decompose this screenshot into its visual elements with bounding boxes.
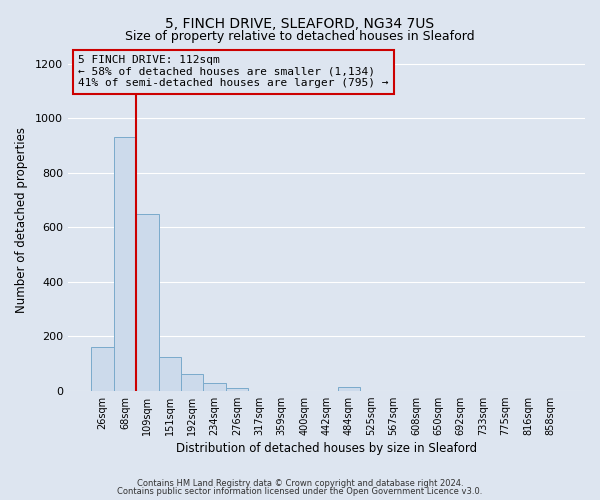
Y-axis label: Number of detached properties: Number of detached properties bbox=[15, 128, 28, 314]
Bar bbox=[91, 347, 114, 391]
X-axis label: Distribution of detached houses by size in Sleaford: Distribution of detached houses by size … bbox=[176, 442, 477, 455]
Text: Size of property relative to detached houses in Sleaford: Size of property relative to detached ho… bbox=[125, 30, 475, 43]
Bar bbox=[338, 388, 360, 390]
Bar bbox=[158, 356, 181, 390]
Text: 5, FINCH DRIVE, SLEAFORD, NG34 7US: 5, FINCH DRIVE, SLEAFORD, NG34 7US bbox=[166, 18, 434, 32]
Bar bbox=[226, 388, 248, 390]
Bar bbox=[114, 137, 136, 390]
Bar bbox=[181, 374, 203, 390]
Bar bbox=[203, 383, 226, 390]
Text: Contains HM Land Registry data © Crown copyright and database right 2024.: Contains HM Land Registry data © Crown c… bbox=[137, 478, 463, 488]
Bar bbox=[136, 214, 158, 390]
Text: 5 FINCH DRIVE: 112sqm
← 58% of detached houses are smaller (1,134)
41% of semi-d: 5 FINCH DRIVE: 112sqm ← 58% of detached … bbox=[78, 55, 389, 88]
Text: Contains public sector information licensed under the Open Government Licence v3: Contains public sector information licen… bbox=[118, 487, 482, 496]
